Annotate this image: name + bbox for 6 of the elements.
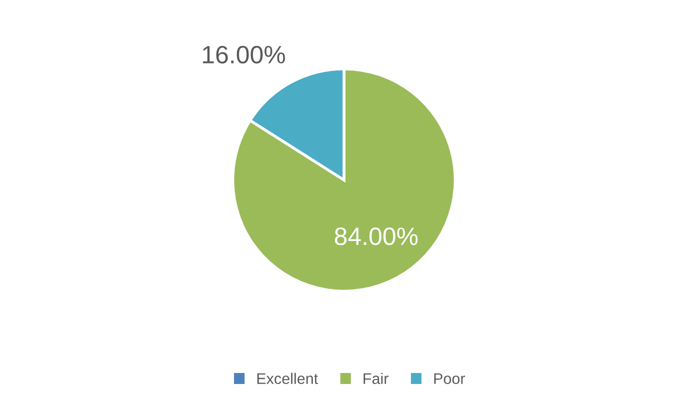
pie-slice xyxy=(231,67,457,293)
legend-label: Excellent xyxy=(257,372,318,384)
data-label: 16.00% xyxy=(202,46,285,64)
legend-label: Fair xyxy=(364,372,388,384)
legend-label: Poor xyxy=(434,373,466,384)
data-label: 84.00% xyxy=(334,227,418,246)
